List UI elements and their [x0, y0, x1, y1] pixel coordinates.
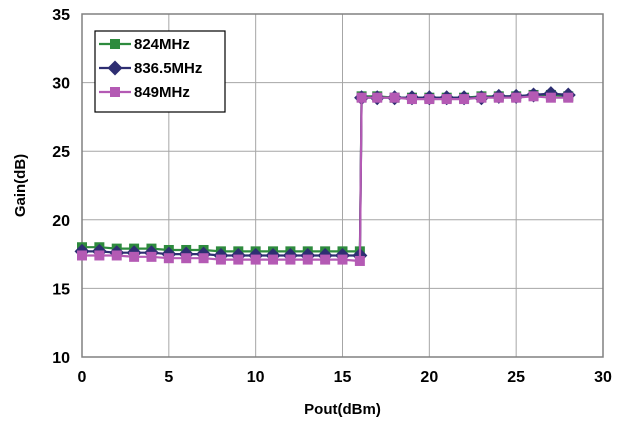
x-tick-label: 0	[78, 369, 87, 386]
data-point	[285, 254, 296, 265]
series-line	[82, 93, 569, 253]
x-tick-label: 5	[164, 369, 173, 386]
data-point	[493, 92, 504, 103]
y-axis-ticks: 10 15 20 25 30 35	[52, 7, 70, 367]
x-tick-label: 10	[247, 369, 265, 386]
data-point	[250, 254, 261, 265]
data-point	[459, 94, 470, 105]
series-layer	[74, 86, 576, 266]
data-point	[233, 254, 244, 265]
data-point	[163, 253, 174, 264]
y-tick-label: 25	[52, 144, 70, 161]
data-point	[511, 92, 522, 103]
legend-label: 824MHz	[134, 36, 190, 53]
x-axis-ticks: 0 5 10 15 20 25 30	[78, 369, 612, 386]
data-point	[389, 92, 400, 103]
data-point	[302, 254, 313, 265]
data-point	[441, 94, 452, 105]
data-point	[563, 92, 574, 103]
legend-label: 836.5MHz	[134, 60, 202, 77]
data-point	[356, 92, 367, 103]
data-point	[406, 94, 417, 105]
data-point	[337, 254, 348, 265]
plot-area-frame	[81, 13, 604, 358]
data-point	[528, 91, 539, 102]
data-point	[215, 254, 226, 265]
series-836.5MHz	[74, 86, 576, 263]
y-tick-label: 20	[52, 213, 70, 230]
data-point	[545, 92, 556, 103]
series-line	[82, 92, 569, 257]
legend-marker	[110, 39, 120, 49]
data-point	[111, 250, 122, 261]
x-tick-label: 30	[594, 369, 612, 386]
data-point	[129, 251, 140, 262]
data-point	[268, 254, 279, 265]
y-tick-label: 30	[52, 76, 70, 93]
y-tick-label: 15	[52, 281, 70, 298]
legend: 824MHz 836.5MHz 849MHz	[94, 30, 226, 113]
data-point	[181, 253, 192, 264]
series-824MHz	[77, 89, 574, 257]
x-tick-label: 20	[420, 369, 438, 386]
legend-label: 849MHz	[134, 84, 190, 101]
y-axis-title: Gain(dB)	[12, 154, 29, 217]
y-tick-label: 10	[52, 350, 70, 367]
data-point	[320, 254, 331, 265]
data-point	[372, 92, 383, 103]
data-point	[476, 92, 487, 103]
x-axis-title: Pout(dBm)	[304, 401, 381, 418]
x-tick-label: 25	[507, 369, 525, 386]
series-line	[82, 95, 569, 263]
data-point	[198, 253, 209, 264]
data-point	[94, 250, 105, 261]
data-point	[354, 255, 365, 266]
y-tick-label: 35	[52, 7, 70, 24]
x-tick-label: 15	[334, 369, 352, 386]
data-point	[146, 251, 157, 262]
legend-marker	[107, 60, 123, 76]
legend-marker	[110, 87, 120, 97]
data-point	[77, 250, 87, 261]
series-849MHz	[77, 91, 574, 266]
data-point	[424, 94, 435, 105]
